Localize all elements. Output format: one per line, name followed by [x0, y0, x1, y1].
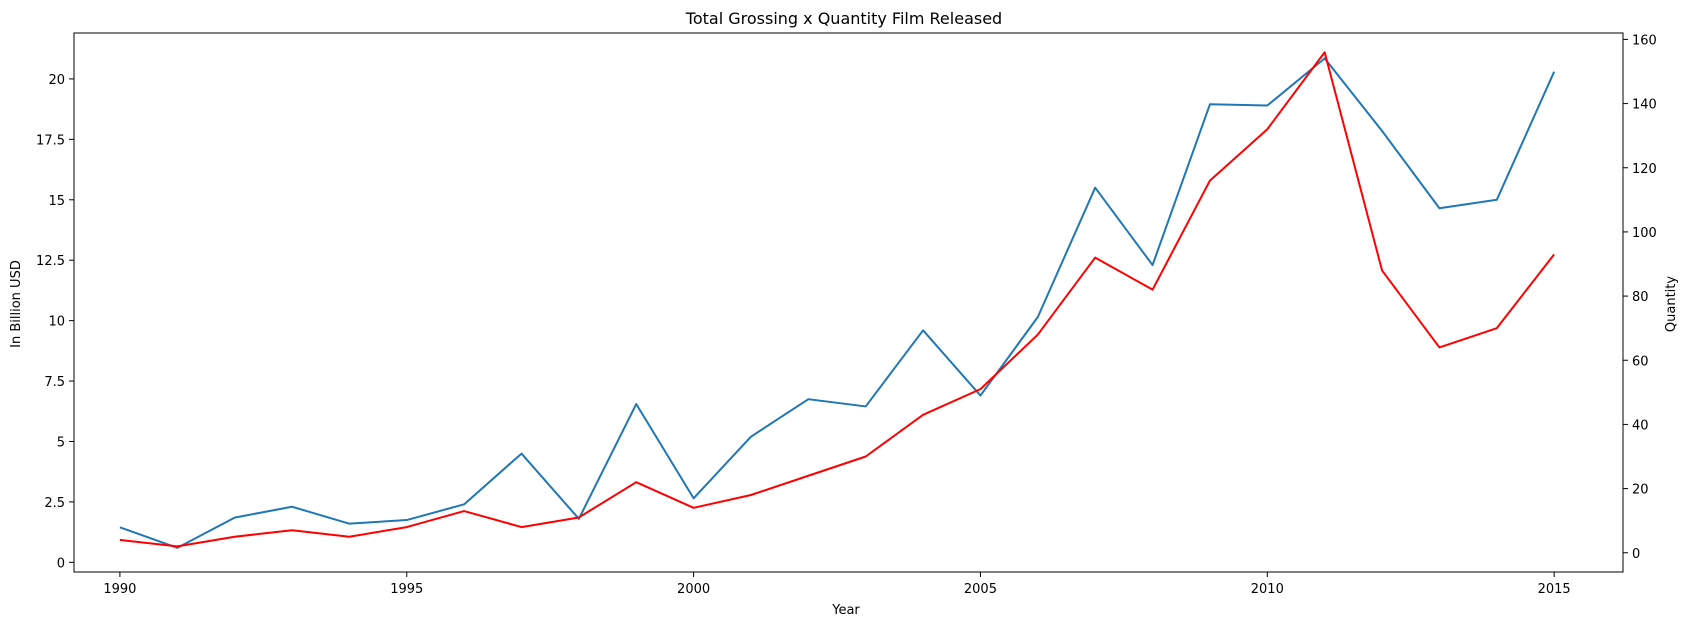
- y-left-tick-label: 0: [57, 556, 65, 571]
- x-axis-label: Year: [831, 603, 860, 618]
- y-left-tick-label: 2.5: [44, 496, 65, 511]
- y-right-tick-label: 100: [1632, 226, 1657, 241]
- y-left-tick-label: 12.5: [36, 254, 65, 269]
- y-axis-right-label: Quantity: [1664, 276, 1679, 332]
- series-line-quantity: [119, 51, 1555, 548]
- y-right-tick-label: 60: [1632, 354, 1649, 369]
- y-right-tick-label: 0: [1632, 547, 1640, 562]
- plot-frame: [73, 32, 1624, 573]
- y-left-tick-label: 7.5: [44, 375, 65, 390]
- y-axis-left: 0 2.5 5 7.5 10 12.5 15 17.5 20: [36, 73, 74, 571]
- y-right-tick-label: 20: [1632, 483, 1649, 498]
- y-right-tick-label: 140: [1632, 98, 1657, 113]
- x-tick-label: 2005: [964, 582, 997, 597]
- x-tick-label: 2000: [677, 582, 710, 597]
- x-tick-label: 2010: [1251, 582, 1284, 597]
- y-axis-left-label: In Billion USD: [9, 260, 24, 348]
- y-left-tick-label: 10: [48, 315, 65, 330]
- y-right-tick-label: 120: [1632, 162, 1657, 177]
- y-left-tick-label: 20: [48, 73, 65, 88]
- y-left-tick-label: 15: [48, 194, 65, 209]
- plot-area: [73, 32, 1624, 573]
- x-tick-label: 1995: [390, 582, 423, 597]
- x-tick-label: 1990: [103, 582, 136, 597]
- series-layer: [119, 51, 1556, 549]
- y-left-tick-label: 5: [57, 435, 65, 450]
- y-right-tick-label: 40: [1632, 418, 1649, 433]
- chart-title: Total Grossing x Quantity Film Released: [685, 9, 1002, 28]
- y-left-tick-label: 17.5: [36, 133, 65, 148]
- y-right-tick-label: 160: [1632, 33, 1657, 48]
- y-right-tick-label: 80: [1632, 290, 1649, 305]
- x-axis: 1990 1995 2000 2005 2010 2015: [103, 572, 1571, 597]
- y-axis-right: 0 20 40 60 80 100 120 140 160: [1623, 33, 1657, 562]
- x-tick-label: 2015: [1538, 582, 1571, 597]
